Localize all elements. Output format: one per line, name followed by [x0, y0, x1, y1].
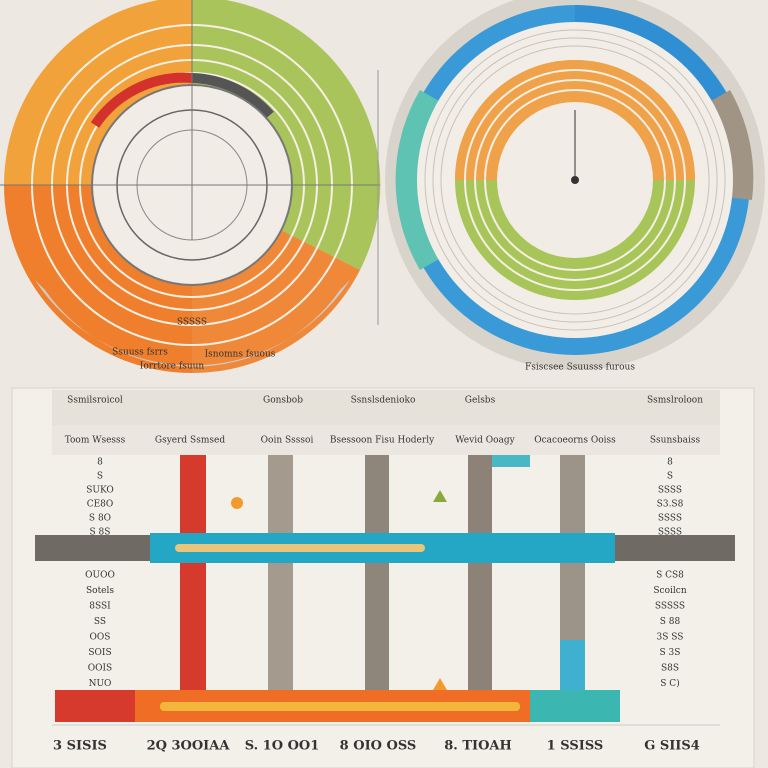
header: Ssnslsdenioko [351, 396, 416, 406]
cell: OUOO [85, 571, 115, 581]
cell: OOIS [88, 664, 112, 674]
cell: SSSSS [655, 602, 685, 612]
subheader: Ocacoeorns Ooiss [534, 436, 616, 446]
cell: S C) [660, 678, 679, 689]
cell: SSSS [658, 514, 682, 524]
footer-cell: 8. TIOAH [444, 739, 512, 754]
dial-label: Fsiscsee Ssuusss furous [525, 363, 635, 373]
footer-cell: S. 1O OO1 [245, 739, 320, 754]
subheader: Bsessoon Fisu Hoderly [330, 436, 435, 446]
header: Gonsbob [263, 396, 303, 406]
subheader: Toom Wsesss [65, 436, 126, 446]
header: Ssmslroloon [647, 396, 703, 406]
dial-label: Iorrtore fsuun [140, 362, 205, 372]
cell: 8SSI [89, 602, 111, 612]
cell: S 3S [660, 648, 681, 658]
subheader: Wevid Ooagy [455, 436, 515, 446]
cell: S 88 [660, 617, 681, 627]
cell: 8 [667, 458, 673, 468]
table [11, 387, 755, 768]
footer-cell: G SIIS4 [644, 739, 700, 754]
cell: SSSS [658, 486, 682, 496]
cell: SS [94, 617, 106, 627]
dial-label: Ssuuss fsrrs [112, 348, 168, 358]
header: Ssmilsroicol [67, 396, 123, 406]
cell: S8S [661, 664, 679, 674]
center-label: SSSSS [177, 318, 207, 328]
left-dial: SSSSS Ssuuss fsrrs Iorrtore fsuun Isnomn… [0, 0, 381, 374]
cell: S [97, 472, 103, 482]
right-dial: Fsiscsee Ssuusss furous [385, 0, 765, 373]
header: Gelsbs [465, 396, 496, 406]
subheader: Ooin Ssssoi [261, 436, 314, 446]
cell: SUKO [86, 486, 114, 496]
cell: OOS [90, 633, 111, 643]
cell: S3.S8 [657, 500, 684, 510]
cell: Sotels [86, 586, 114, 596]
cell: SOIS [88, 648, 111, 658]
cell: CE8O [87, 500, 114, 510]
cell: S 8O [89, 514, 111, 524]
cell: 8 [97, 458, 103, 468]
cell: S CS8 [656, 571, 684, 581]
cell: NUO [89, 679, 112, 689]
cell: S [667, 472, 673, 482]
cell: Scoilcn [653, 586, 686, 596]
footer-cell: 8 OIO OSS [340, 739, 417, 754]
footer-cell: 1 SSISS [547, 739, 604, 754]
footer-cell: 3 SISIS [53, 739, 107, 754]
cell: 3S SS [657, 633, 684, 643]
subheader: Ssunsbaiss [650, 436, 701, 446]
footer-cell: 2Q 3OOIAA [147, 739, 231, 754]
subheader: Gsyerd Ssmsed [155, 436, 225, 446]
dial-label: Isnomns fsuous [205, 350, 276, 360]
cell: SSSS [658, 528, 682, 538]
cell: S 8S [90, 528, 111, 538]
